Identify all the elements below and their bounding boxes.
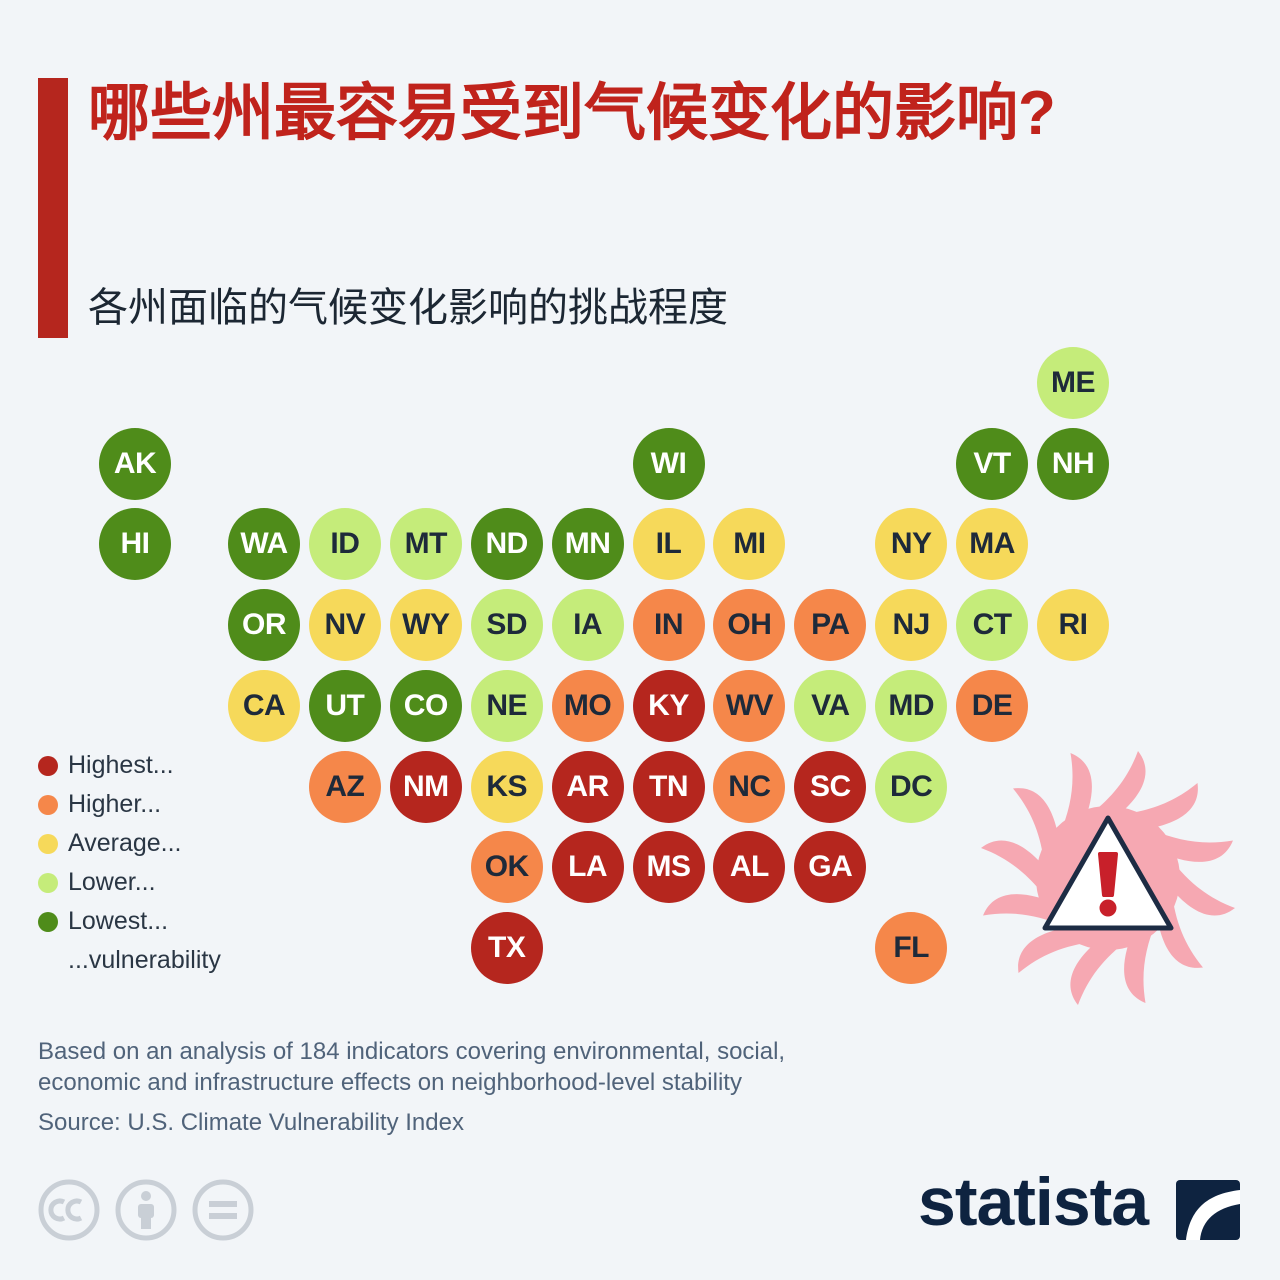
- state-tile-ct: CT: [956, 589, 1029, 662]
- state-tile-ms: MS: [632, 831, 705, 904]
- state-tile-mt: MT: [389, 508, 462, 581]
- state-tile-nh: NH: [1037, 427, 1109, 500]
- source-link[interactable]: Source: U.S. Climate Vulnerability Index: [38, 1109, 464, 1136]
- legend-footer: ...vulnerability: [68, 946, 221, 974]
- state-tile-la: LA: [551, 831, 624, 904]
- legend-label: Highest...: [68, 751, 174, 779]
- note-line: economic and infrastructure effects on n…: [38, 1069, 742, 1096]
- state-tile-ca: CA: [228, 669, 300, 742]
- cc-icon[interactable]: [38, 1179, 100, 1241]
- state-tile-az: AZ: [308, 750, 381, 823]
- state-tile-ny: NY: [875, 508, 948, 581]
- state-tile-hi: HI: [99, 508, 171, 581]
- hurricane-swirl-arm: [1088, 751, 1146, 823]
- state-tile-ar: AR: [551, 750, 624, 823]
- state-tile-ak: AK: [99, 427, 171, 500]
- legend-item-lower: Lower...: [38, 863, 221, 902]
- state-tile-wi: WI: [632, 427, 705, 500]
- note-line: Based on an analysis of 184 indicators c…: [38, 1038, 786, 1065]
- state-tile-ma: MA: [956, 508, 1029, 581]
- hurricane-warning-icon: [981, 751, 1235, 1005]
- state-tile-va: VA: [794, 669, 867, 742]
- state-tile-vt: VT: [956, 427, 1029, 500]
- state-tile-ga: GA: [794, 831, 867, 904]
- legend-item-highest: Highest...: [38, 746, 221, 785]
- state-tile-wy: WY: [389, 589, 462, 662]
- state-tile-tx: TX: [470, 911, 543, 984]
- legend-label: Lower...: [68, 868, 156, 896]
- legend-label: Average...: [68, 829, 182, 857]
- title-accent-bar: [38, 78, 68, 338]
- page-title: 哪些州最容易受到气候变化的影响?: [88, 79, 1056, 148]
- legend-dot: [38, 872, 58, 893]
- legend-dot: [38, 911, 58, 932]
- state-tile-ne: NE: [470, 669, 543, 742]
- page-subtitle: 各州面临的气候变化影响的挑战程度: [88, 286, 728, 330]
- state-tile-nj: NJ: [875, 589, 948, 662]
- state-tile-de: DE: [956, 669, 1029, 742]
- state-tile-pa: PA: [794, 589, 867, 662]
- state-tile-in: IN: [632, 589, 705, 662]
- state-tile-nd: ND: [470, 508, 543, 581]
- legend-label: Higher...: [68, 790, 162, 818]
- state-tile-ia: IA: [551, 589, 624, 662]
- state-tile-mi: MI: [713, 508, 786, 581]
- legend: Highest... Higher... Average... Lower...…: [38, 746, 221, 980]
- legend-label: Lowest...: [68, 907, 169, 935]
- attribution-icon[interactable]: [115, 1179, 177, 1241]
- state-tile-ut: UT: [308, 669, 381, 742]
- statista-logo-icon[interactable]: [1176, 1180, 1240, 1240]
- state-tile-nm: NM: [389, 750, 462, 823]
- state-tile-oh: OH: [713, 589, 786, 662]
- state-tile-sd: SD: [470, 589, 543, 662]
- hurricane-swirl-arm: [981, 840, 1053, 898]
- state-tile-mo: MO: [551, 669, 624, 742]
- state-tile-tn: TN: [632, 750, 705, 823]
- hurricane-swirl-arm: [1070, 933, 1128, 1005]
- license-icons: [38, 1179, 254, 1241]
- state-tile-md: MD: [875, 669, 948, 742]
- state-tile-ri: RI: [1037, 589, 1109, 662]
- state-tile-nc: NC: [713, 750, 786, 823]
- state-tile-al: AL: [713, 831, 786, 904]
- statista-logo-text[interactable]: statista: [918, 1164, 1149, 1240]
- state-tile-mn: MN: [551, 508, 624, 581]
- no-derivatives-icon[interactable]: [192, 1179, 254, 1241]
- legend-dot: [38, 794, 58, 815]
- state-tile-sc: SC: [794, 750, 867, 823]
- state-tile-fl: FL: [875, 911, 948, 984]
- state-tile-wv: WV: [713, 669, 786, 742]
- state-tile-ks: KS: [470, 750, 543, 823]
- legend-item-higher: Higher...: [38, 785, 221, 824]
- state-tile-ky: KY: [632, 669, 705, 742]
- legend-dot: [38, 755, 58, 776]
- state-tile-dc: DC: [875, 750, 948, 823]
- state-tile-or: OR: [228, 589, 300, 662]
- state-tile-me: ME: [1037, 347, 1109, 419]
- footnotes: Based on an analysis of 184 indicators c…: [38, 1036, 785, 1138]
- state-tile-id: ID: [308, 508, 381, 581]
- state-tile-nv: NV: [308, 589, 381, 662]
- legend-item-lowest: Lowest...: [38, 902, 221, 941]
- legend-item-average: Average...: [38, 824, 221, 863]
- legend-dot: [38, 833, 58, 854]
- hurricane-swirl-arm: [1163, 858, 1235, 916]
- state-tile-co: CO: [389, 669, 462, 742]
- state-tile-wa: WA: [228, 508, 300, 581]
- state-tile-il: IL: [632, 508, 705, 581]
- state-tile-ok: OK: [470, 831, 543, 904]
